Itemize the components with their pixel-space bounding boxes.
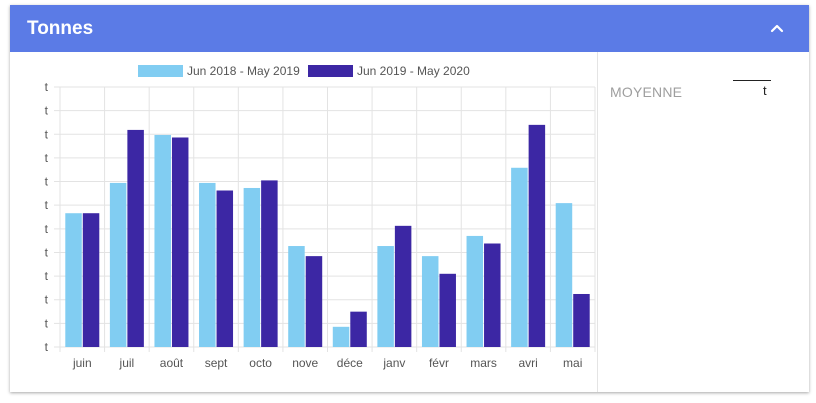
y-tick-label: t xyxy=(45,245,49,259)
card-title: Tonnes xyxy=(27,18,94,39)
tonnes-card: Tonnes Jun 2018 - May 2019 Jun 2019 - Ma… xyxy=(10,5,809,392)
y-tick-label: t xyxy=(45,80,49,94)
bar-sept-series-2[interactable] xyxy=(216,190,234,347)
bar-janv-series-2[interactable] xyxy=(394,225,412,347)
bar-nove-series-1[interactable] xyxy=(288,246,305,347)
bar-mars-series-2[interactable] xyxy=(484,243,501,347)
panel-divider xyxy=(597,52,598,392)
x-tick-label: mars xyxy=(470,356,497,370)
chart-legend: Jun 2018 - May 2019 Jun 2019 - May 2020 xyxy=(138,64,470,78)
x-tick-label: nove xyxy=(292,356,318,370)
y-tick-label: t xyxy=(45,316,49,330)
x-tick-label: octo xyxy=(249,356,272,370)
x-tick-label: janv xyxy=(382,356,405,370)
bar-avri-series-2[interactable] xyxy=(528,124,546,347)
x-tick-label: juin xyxy=(72,356,92,370)
bar-févr-series-1[interactable] xyxy=(421,256,439,347)
x-tick-label: mai xyxy=(563,356,582,370)
bar-nove-series-2[interactable] xyxy=(305,256,323,347)
bar-juin-series-2[interactable] xyxy=(82,213,100,347)
average-label: MOYENNE xyxy=(610,84,683,100)
x-axis-labels: juin juil août sept octo nove déce janv févr mars… xyxy=(72,356,582,370)
y-tick-label: t xyxy=(45,127,49,141)
legend-swatch-series-2[interactable] xyxy=(308,65,353,77)
bar-juin-series-1[interactable] xyxy=(65,213,82,347)
card-header: Tonnes xyxy=(10,5,809,52)
x-tick-label: déce xyxy=(337,356,363,370)
chart-grid xyxy=(54,86,596,352)
bar-août-series-1[interactable] xyxy=(154,134,171,347)
bar-octo-series-1[interactable] xyxy=(243,187,261,347)
y-tick-label: t xyxy=(45,198,49,212)
y-tick-label: t xyxy=(45,340,49,354)
bar-août-series-2[interactable] xyxy=(171,137,189,347)
y-tick-label: t xyxy=(45,222,49,236)
x-tick-label: avri xyxy=(518,356,537,370)
x-tick-label: août xyxy=(160,356,184,370)
bar-déce-series-1[interactable] xyxy=(332,326,350,347)
average-unit: t xyxy=(763,83,767,98)
y-tick-label: t xyxy=(45,151,49,165)
chart-area: Jun 2018 - May 2019 Jun 2019 - May 2020 … xyxy=(10,52,597,392)
y-tick-label: t xyxy=(45,293,49,307)
chart-bars xyxy=(65,124,590,347)
bar-avri-series-1[interactable] xyxy=(511,167,528,347)
bar-mars-series-1[interactable] xyxy=(466,235,484,347)
y-tick-label: t xyxy=(45,269,49,283)
legend-label-series-1: Jun 2018 - May 2019 xyxy=(187,64,300,78)
bar-juil-series-2[interactable] xyxy=(127,129,144,347)
bar-juil-series-1[interactable] xyxy=(109,182,127,347)
bar-chart: Jun 2018 - May 2019 Jun 2019 - May 2020 … xyxy=(45,64,596,370)
legend-label-series-2: Jun 2019 - May 2020 xyxy=(357,64,470,78)
bar-févr-series-2[interactable] xyxy=(439,273,456,347)
legend-swatch-series-1[interactable] xyxy=(138,65,183,77)
y-tick-label: t xyxy=(45,104,49,118)
bar-octo-series-2[interactable] xyxy=(261,180,278,347)
x-tick-label: févr xyxy=(429,356,449,370)
bar-mai-series-2[interactable] xyxy=(573,293,590,347)
bar-mai-series-1[interactable] xyxy=(555,203,573,347)
bar-sept-series-1[interactable] xyxy=(199,182,216,347)
chevron-up-icon[interactable] xyxy=(767,18,787,38)
average-panel: MOYENNE t xyxy=(598,52,809,392)
x-tick-label: juil xyxy=(119,356,135,370)
bar-déce-series-2[interactable] xyxy=(350,311,367,347)
average-value-underline xyxy=(733,80,771,81)
x-tick-label: sept xyxy=(205,356,228,370)
y-tick-label: t xyxy=(45,175,49,189)
bar-janv-series-1[interactable] xyxy=(377,246,394,347)
